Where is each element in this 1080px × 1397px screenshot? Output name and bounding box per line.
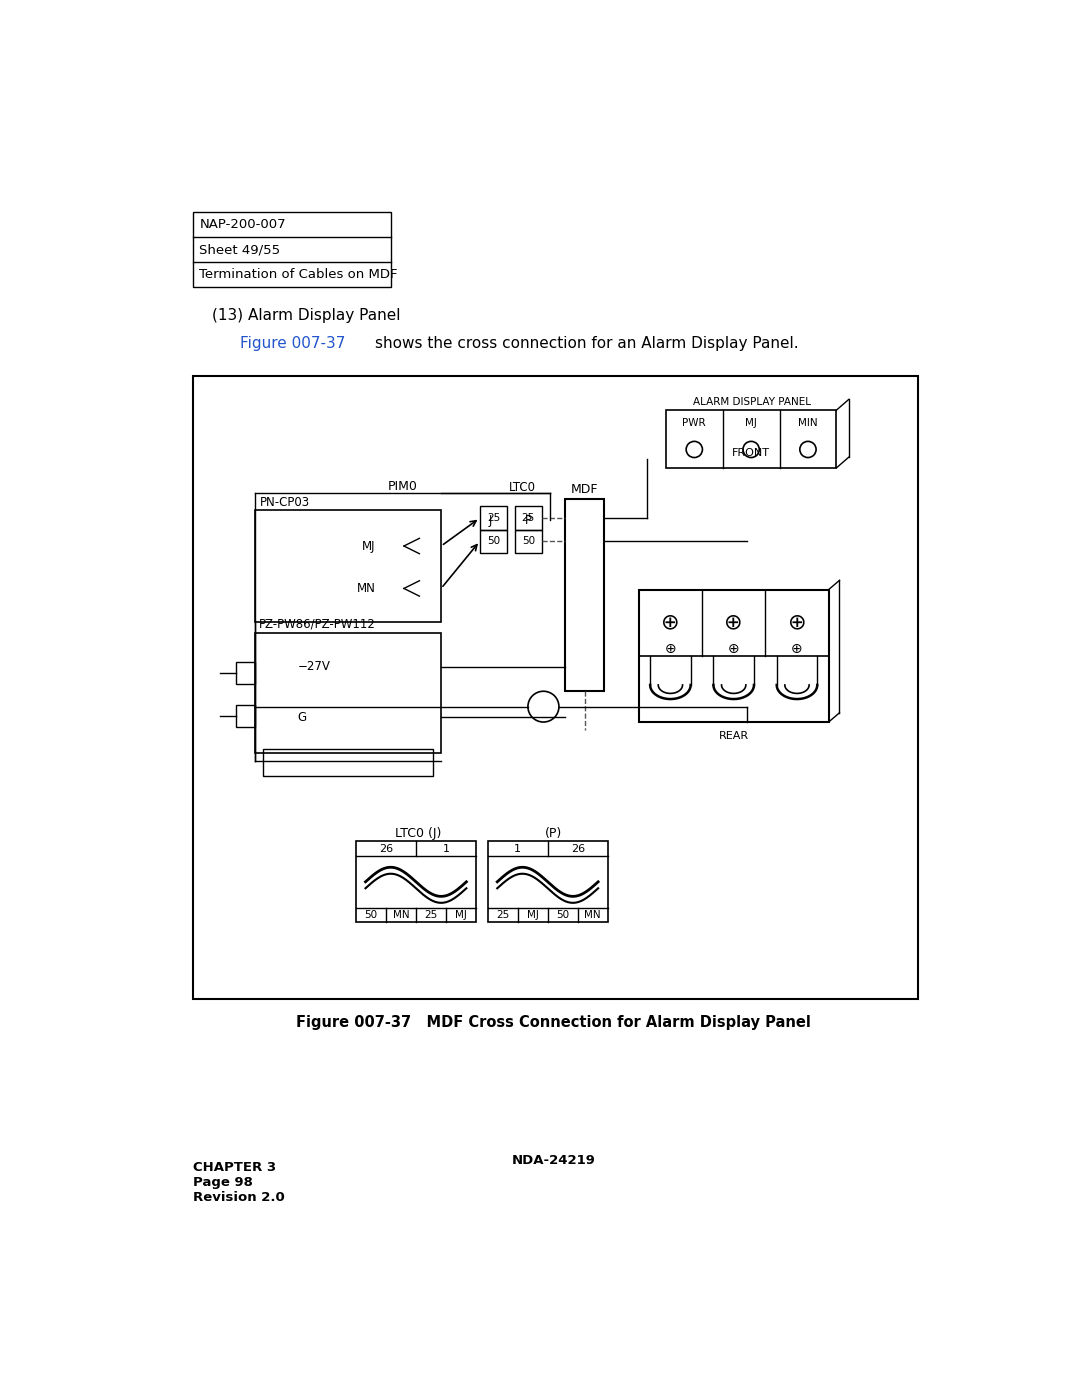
Bar — [666, 411, 836, 468]
Text: 26: 26 — [570, 844, 584, 854]
Text: ⊕: ⊕ — [725, 613, 743, 633]
Text: PWR: PWR — [683, 418, 706, 427]
Text: 50: 50 — [522, 536, 535, 546]
Text: (13) Alarm Display Panel: (13) Alarm Display Panel — [213, 307, 401, 323]
Bar — [193, 212, 391, 286]
Text: J: J — [488, 514, 491, 527]
Text: ⊕: ⊕ — [728, 643, 740, 657]
Text: REAR: REAR — [718, 731, 748, 740]
Text: FRONT: FRONT — [732, 447, 770, 458]
Text: NDA-24219: NDA-24219 — [512, 1154, 595, 1168]
Text: shows the cross connection for an Alarm Display Panel.: shows the cross connection for an Alarm … — [375, 335, 799, 351]
Text: ALARM DISPLAY PANEL: ALARM DISPLAY PANEL — [693, 398, 811, 408]
Text: Figure 007-37   MDF Cross Connection for Alarm Display Panel: Figure 007-37 MDF Cross Connection for A… — [296, 1014, 811, 1030]
Text: MJ: MJ — [745, 418, 757, 427]
Bar — [638, 590, 828, 722]
Bar — [515, 507, 542, 529]
Bar — [235, 705, 255, 726]
Text: 25: 25 — [487, 513, 500, 522]
Text: 1: 1 — [443, 844, 449, 854]
Text: MJ: MJ — [455, 909, 467, 921]
Text: MDF: MDF — [570, 483, 598, 496]
Text: 25: 25 — [496, 909, 510, 921]
Bar — [356, 841, 476, 922]
Bar — [488, 841, 608, 922]
Text: 50: 50 — [556, 909, 569, 921]
Bar — [480, 529, 507, 553]
Text: P: P — [525, 514, 532, 527]
Text: 50: 50 — [364, 909, 377, 921]
Text: ⊕: ⊕ — [664, 643, 676, 657]
Text: NAP-200-007: NAP-200-007 — [200, 218, 286, 232]
Text: LTC0 (J): LTC0 (J) — [394, 827, 441, 840]
Text: Figure 007-37: Figure 007-37 — [240, 335, 345, 351]
Text: MN: MN — [584, 909, 602, 921]
Text: 25: 25 — [424, 909, 437, 921]
Bar — [255, 633, 441, 753]
Text: PZ-PW86/PZ-PW112: PZ-PW86/PZ-PW112 — [259, 617, 376, 631]
Text: PN-CP03: PN-CP03 — [260, 496, 310, 509]
Bar — [262, 749, 433, 775]
Text: ⊕: ⊕ — [661, 613, 679, 633]
Text: (P): (P) — [545, 827, 562, 840]
Text: 25: 25 — [522, 513, 535, 522]
Text: Sheet 49/55: Sheet 49/55 — [200, 243, 281, 256]
Text: Termination of Cables on MDF: Termination of Cables on MDF — [200, 268, 397, 281]
Text: CHAPTER 3
Page 98
Revision 2.0: CHAPTER 3 Page 98 Revision 2.0 — [193, 1161, 285, 1204]
Text: MJ: MJ — [527, 909, 539, 921]
Text: G: G — [298, 711, 307, 724]
Text: 50: 50 — [487, 536, 500, 546]
Text: MJ: MJ — [362, 539, 375, 553]
Text: PIM0: PIM0 — [388, 481, 417, 493]
Text: −27V: −27V — [298, 661, 330, 673]
Bar — [255, 510, 441, 622]
Bar — [565, 499, 604, 692]
Text: MN: MN — [393, 909, 409, 921]
Text: MIN: MIN — [798, 418, 818, 427]
Bar — [480, 507, 507, 529]
Bar — [235, 662, 255, 683]
Bar — [193, 376, 918, 999]
Text: ⊕: ⊕ — [792, 643, 802, 657]
Text: 1: 1 — [514, 844, 522, 854]
Text: ⊕: ⊕ — [787, 613, 807, 633]
Text: LTC0: LTC0 — [509, 482, 536, 495]
Bar — [515, 529, 542, 553]
Text: MN: MN — [356, 583, 375, 595]
Text: 26: 26 — [379, 844, 393, 854]
